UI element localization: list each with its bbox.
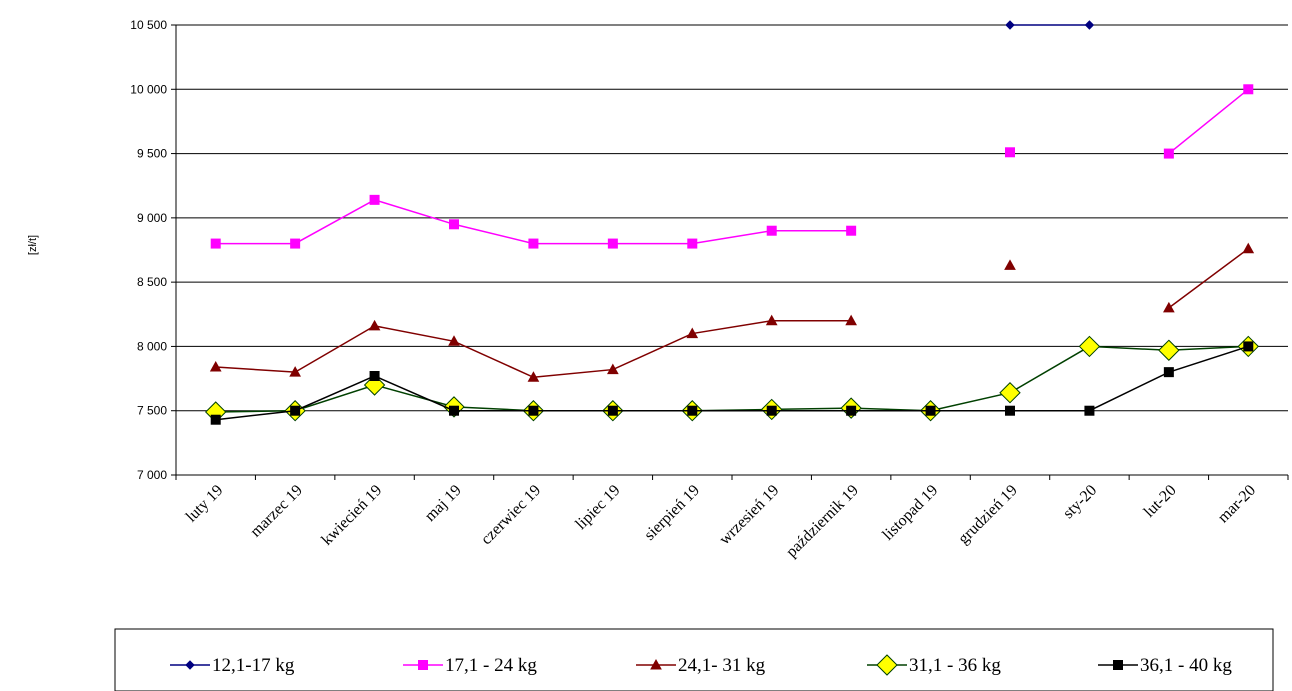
data-point [1158,339,1180,361]
legend-entry: 36,1 - 40 kg [1098,655,1232,676]
data-point [846,225,857,236]
y-axis: 7 000 7 500 8 000 8 500 9 000 9 500 10 000 10 5… [130,18,177,482]
x-axis: luty 19 marzec 19 kwiecień 19 maj 19 czerwie… [175,474,1289,561]
data-point [607,363,619,375]
legend: 12,1-17 kg 17,1 - 24 kg 24,1- 31 kg 31,1 - … [114,628,1274,691]
data-point [766,405,777,416]
y-tick-label: 8 000 [137,339,167,353]
data-point [1163,367,1174,378]
data-point [687,405,698,416]
data-point [210,414,221,425]
legend-label: 17,1 - 24 kg [445,655,537,676]
series-4 [205,335,1259,423]
y-tick-label: 8 500 [137,275,167,289]
data-point [1084,405,1095,416]
data-point [925,405,936,416]
x-tick-label: listopad 19 [879,482,941,544]
data-point [369,371,380,381]
legend-label: 36,1 - 40 kg [1140,655,1232,676]
data-point [1005,405,1015,416]
data-point [528,405,539,416]
data-point [1163,301,1175,313]
data-point [687,238,698,249]
x-tick-label: sierpień 19 [641,482,703,544]
data-point [765,314,778,326]
series-3 [209,242,1255,382]
data-point [686,327,699,339]
legend-marker [650,658,662,670]
data-point [845,314,857,326]
x-tick-label: październik 19 [783,482,862,561]
series-line [215,248,1249,379]
series-line [215,88,1249,245]
legend-label: 24,1- 31 kg [678,655,766,676]
data-point [289,366,301,377]
legend-marker [185,660,195,670]
data-point [1163,148,1174,159]
y-axis-label: [zł/t] [27,235,39,255]
data-point [1078,335,1101,358]
series-2 [210,84,1254,249]
data-point [369,194,380,205]
x-tick-label: kwiecień 19 [318,482,385,549]
x-tick-label: luty 19 [183,482,227,526]
data-point [210,238,221,249]
x-tick-label: sty-20 [1060,482,1100,522]
x-tick-label: maj 19 [422,482,465,525]
data-point [449,219,459,230]
data-point [290,405,301,416]
x-tick-label: marzec 19 [247,482,306,541]
data-point [1084,20,1095,30]
y-tick-label: 7 500 [137,404,167,418]
x-tick-label: lut-20 [1141,482,1180,521]
data-point [209,360,222,372]
legend-marker [418,660,428,670]
y-tick-label: 7 000 [137,468,167,482]
data-point [846,405,857,416]
legend-marker [876,654,898,676]
legend-marker [1113,660,1123,670]
y-tick-label: 10 500 [130,18,167,32]
series-5 [210,341,1254,425]
series-lines [205,20,1259,425]
series-line [215,345,1249,421]
data-point [999,382,1021,404]
legend-entry: 12,1-17 kg [170,655,295,676]
data-point [1004,259,1016,270]
data-point [528,238,539,249]
data-point [607,238,618,249]
gridlines [176,24,1288,476]
y-tick-label: 9 500 [137,147,167,161]
data-point [449,405,459,416]
data-point [290,238,301,249]
x-tick-label: mar-20 [1215,482,1259,526]
x-tick-label: grudzień 19 [955,482,1021,548]
data-point [368,319,381,331]
legend-entry: 17,1 - 24 kg [403,655,537,676]
data-point [607,405,618,416]
x-tick-label: wrzesień 19 [716,482,782,548]
data-point [766,225,777,236]
data-point [448,335,460,346]
y-tick-label: 10 000 [130,82,167,96]
data-point [527,371,540,382]
legend-entry: 31,1 - 36 kg [867,654,1001,676]
legend-label: 12,1-17 kg [212,655,295,676]
series-1 [1005,20,1095,30]
data-point [1242,242,1255,254]
data-point [1005,20,1015,30]
x-tick-label: czerwiec 19 [478,482,544,548]
data-point [1243,341,1254,352]
legend-entry: 24,1- 31 kg [636,655,766,676]
x-tick-label: lipiec 19 [572,482,623,533]
legend-box [114,628,1274,691]
legend-label: 31,1 - 36 kg [909,655,1001,676]
data-point [1243,84,1254,95]
data-point [1005,147,1015,158]
y-tick-label: 9 000 [137,211,167,225]
